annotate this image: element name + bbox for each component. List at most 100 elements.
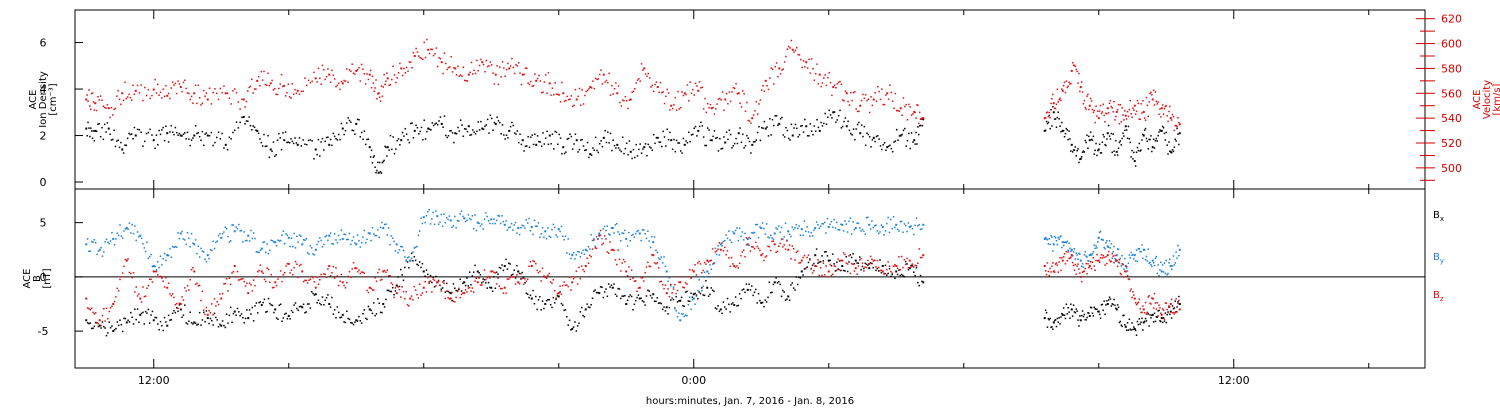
- data-sample: [105, 307, 108, 310]
- data-sample: [332, 313, 335, 315]
- data-sample: [240, 278, 243, 280]
- data-sample: [591, 248, 594, 250]
- data-sample: [919, 124, 922, 127]
- data-sample: [402, 290, 405, 293]
- data-sample: [403, 67, 405, 70]
- data-sample: [271, 79, 273, 82]
- data-sample: [158, 94, 160, 96]
- data-sample: [862, 93, 864, 96]
- data-sample: [785, 126, 787, 129]
- data-sample: [1125, 265, 1128, 268]
- data-sample: [818, 274, 821, 277]
- data-sample: [1142, 257, 1144, 260]
- data-sample: [1071, 62, 1074, 64]
- data-point: [1106, 107, 1109, 110]
- data-sample: [764, 299, 767, 301]
- data-sample: [424, 280, 426, 283]
- data-sample: [1074, 311, 1077, 314]
- data-sample: [394, 287, 397, 289]
- data-sample: [165, 321, 167, 323]
- data-sample: [724, 306, 726, 308]
- data-sample: [150, 253, 152, 256]
- data-sample: [1089, 261, 1092, 263]
- data-sample: [196, 324, 198, 326]
- data-sample: [576, 250, 579, 253]
- data-sample: [881, 88, 883, 90]
- data-sample: [738, 227, 741, 229]
- data-sample: [215, 241, 217, 244]
- data-sample: [188, 237, 190, 240]
- data-point: [787, 248, 790, 251]
- data-sample: [509, 226, 511, 228]
- data-sample: [255, 275, 258, 278]
- data-sample: [424, 275, 426, 277]
- data-sample: [500, 133, 502, 135]
- data-sample: [332, 132, 335, 135]
- data-point: [1097, 259, 1100, 262]
- data-point: [602, 73, 605, 76]
- data-point: [341, 281, 344, 284]
- data-sample: [532, 85, 535, 87]
- data-sample: [564, 309, 567, 311]
- data-sample: [877, 86, 879, 88]
- data-sample: [725, 131, 728, 133]
- data-sample: [121, 330, 124, 333]
- data-sample: [884, 272, 887, 275]
- data-sample: [917, 281, 919, 284]
- data-sample: [340, 122, 343, 125]
- data-sample: [506, 278, 509, 280]
- data-sample: [1068, 257, 1070, 260]
- data-sample: [427, 273, 429, 276]
- data-sample: [95, 109, 98, 112]
- data-sample: [645, 266, 648, 268]
- data-sample: [101, 255, 104, 257]
- data-sample: [742, 249, 745, 251]
- data-sample: [1100, 254, 1103, 256]
- data-sample: [484, 70, 486, 73]
- data-sample: [661, 308, 664, 311]
- data-sample: [458, 220, 460, 222]
- data-point: [1079, 86, 1082, 89]
- data-sample: [1178, 295, 1180, 298]
- data-point: [206, 313, 209, 316]
- data-sample: [851, 99, 853, 102]
- data-sample: [1161, 321, 1164, 324]
- data-point: [152, 270, 155, 273]
- data-sample: [201, 290, 204, 293]
- data-sample: [271, 150, 273, 153]
- data-sample: [138, 321, 140, 323]
- data-sample: [404, 298, 406, 300]
- data-sample: [1177, 302, 1179, 305]
- data-sample: [309, 278, 312, 280]
- data-sample: [1144, 317, 1147, 320]
- data-sample: [1051, 265, 1053, 267]
- plot-frame: [74, 188, 1426, 369]
- data-sample: [867, 264, 869, 266]
- y-axis-title-line: Ion Density: [38, 71, 49, 128]
- data-point: [220, 324, 223, 327]
- data-sample: [1172, 115, 1175, 118]
- data-sample: [178, 302, 181, 305]
- data-sample: [1075, 155, 1077, 157]
- data-sample: [551, 306, 553, 309]
- data-sample: [378, 268, 380, 271]
- data-sample: [439, 284, 441, 287]
- data-sample: [92, 130, 95, 132]
- data-sample: [93, 109, 96, 111]
- data-sample: [259, 301, 262, 303]
- data-sample: [230, 138, 232, 140]
- data-sample: [563, 152, 566, 155]
- data-sample: [293, 304, 295, 306]
- data-sample: [511, 57, 513, 60]
- data-sample: [242, 277, 244, 280]
- data-sample: [1153, 312, 1156, 315]
- data-sample: [1159, 108, 1161, 110]
- data-sample: [747, 119, 749, 122]
- data-sample: [1073, 247, 1076, 250]
- data-sample: [184, 304, 186, 306]
- data-sample: [536, 269, 538, 272]
- data-sample: [214, 141, 216, 144]
- data-sample: [223, 147, 225, 149]
- data-sample: [481, 282, 483, 284]
- data-sample: [570, 95, 573, 97]
